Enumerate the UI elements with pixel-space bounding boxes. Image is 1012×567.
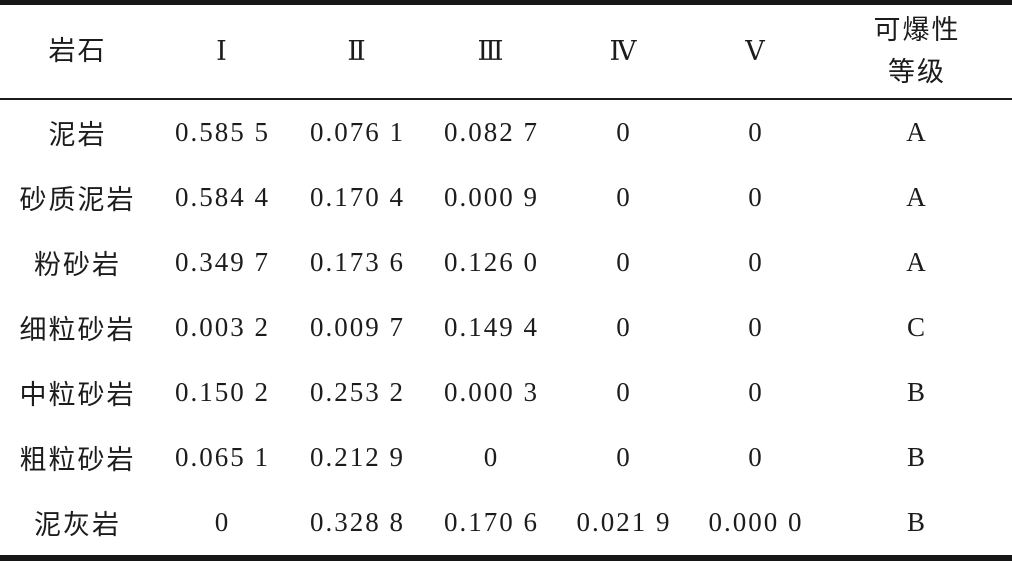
cell-weight-iv: 0: [616, 247, 632, 277]
cell-weight-iii: 0.149 4: [444, 312, 539, 342]
cell-weight-iv: 0.021 9: [576, 507, 672, 537]
cell-rock-name: 细粒砂岩: [19, 315, 136, 345]
cell-grade: A: [906, 182, 928, 212]
table-row: 泥岩 0.585 5 0.076 1 0.082 7 0 0 A: [0, 99, 1012, 165]
cell-grade: B: [906, 377, 927, 407]
cell-weight-ii: 0.253 2: [310, 377, 405, 407]
header-row: 岩石 Ⅰ Ⅱ Ⅲ Ⅳ Ⅴ 可爆性 等级: [0, 5, 1012, 100]
col-header-rock: 岩石: [0, 5, 155, 100]
cell-rock-name: 粗粒砂岩: [19, 445, 136, 475]
col-header-i: Ⅰ: [155, 5, 290, 100]
table-row: 粉砂岩 0.349 7 0.173 6 0.126 0 0 0 A: [0, 230, 1012, 295]
cell-weight-iv: 0: [616, 377, 632, 407]
cell-weight-ii: 0.173 6: [310, 247, 405, 277]
table-header: 岩石 Ⅰ Ⅱ Ⅲ Ⅳ Ⅴ 可爆性 等级: [0, 5, 1012, 100]
cell-weight-ii: 0.076 1: [310, 117, 405, 147]
cell-rock-name: 粉砂岩: [34, 250, 121, 280]
cell-grade: B: [906, 442, 927, 472]
cell-weight-i: 0.003 2: [175, 312, 270, 342]
cell-grade: B: [906, 507, 927, 537]
cell-weight-v: 0: [748, 312, 764, 342]
cell-rock-name: 中粒砂岩: [19, 380, 136, 410]
cell-grade: A: [906, 117, 928, 147]
cell-weight-i: 0.150 2: [175, 377, 270, 407]
col-header-iv: Ⅳ: [558, 5, 690, 100]
cell-weight-i: 0: [214, 507, 231, 537]
cell-weight-iii: 0.170 6: [444, 507, 539, 537]
cell-weight-ii: 0.328 8: [310, 507, 405, 537]
cell-weight-v: 0: [748, 377, 764, 407]
cell-weight-v: 0: [748, 442, 764, 472]
cell-weight-ii: 0.212 9: [310, 442, 405, 472]
cell-weight-i: 0.065 1: [175, 442, 270, 472]
table-row: 泥灰岩 0 0.328 8 0.170 6 0.021 9 0.000 0 B: [0, 490, 1012, 555]
cell-weight-iv: 0: [616, 312, 632, 342]
table-row: 细粒砂岩 0.003 2 0.009 7 0.149 4 0 0 C: [0, 295, 1012, 360]
col-header-v: Ⅴ: [690, 5, 822, 100]
cell-weight-i: 0.584 4: [175, 182, 270, 212]
cell-grade: A: [906, 247, 928, 277]
col-header-iii: Ⅲ: [425, 5, 558, 100]
cell-weight-iii: 0.000 3: [444, 377, 539, 407]
col-header-ii: Ⅱ: [290, 5, 425, 100]
cell-weight-ii: 0.009 7: [310, 312, 405, 342]
cell-rock-name: 砂质泥岩: [19, 185, 136, 215]
data-table: 岩石 Ⅰ Ⅱ Ⅲ Ⅳ Ⅴ 可爆性 等级 泥岩 0.585 5 0.076 1 0…: [0, 5, 1012, 555]
cell-weight-i: 0.349 7: [175, 247, 270, 277]
cell-weight-iv: 0: [616, 182, 632, 212]
cell-weight-iii: 0: [483, 442, 500, 472]
cell-rock-name: 泥灰岩: [34, 510, 121, 540]
cell-weight-v: 0: [748, 182, 764, 212]
cell-weight-ii: 0.170 4: [310, 182, 405, 212]
cell-weight-iii: 0.126 0: [444, 247, 539, 277]
cell-weight-v: 0: [748, 247, 764, 277]
cell-weight-iv: 0: [616, 442, 632, 472]
cell-weight-iii: 0.000 9: [444, 182, 539, 212]
cell-weight-iii: 0.082 7: [444, 117, 539, 147]
cell-weight-v: 0.000 0: [708, 507, 804, 537]
table-row: 粗粒砂岩 0.065 1 0.212 9 0 0 0 B: [0, 425, 1012, 490]
table-row: 砂质泥岩 0.584 4 0.170 4 0.000 9 0 0 A: [0, 165, 1012, 230]
cell-grade: C: [906, 312, 927, 342]
cell-rock-name: 泥岩: [48, 120, 107, 150]
cell-weight-v: 0: [748, 117, 764, 147]
table-body: 泥岩 0.585 5 0.076 1 0.082 7 0 0 A 砂质泥岩 0.…: [0, 99, 1012, 555]
cell-weight-i: 0.585 5: [175, 117, 270, 147]
table-row: 中粒砂岩 0.150 2 0.253 2 0.000 3 0 0 B: [0, 360, 1012, 425]
col-header-grade: 可爆性 等级: [822, 5, 1012, 100]
cell-weight-iv: 0: [616, 117, 632, 147]
